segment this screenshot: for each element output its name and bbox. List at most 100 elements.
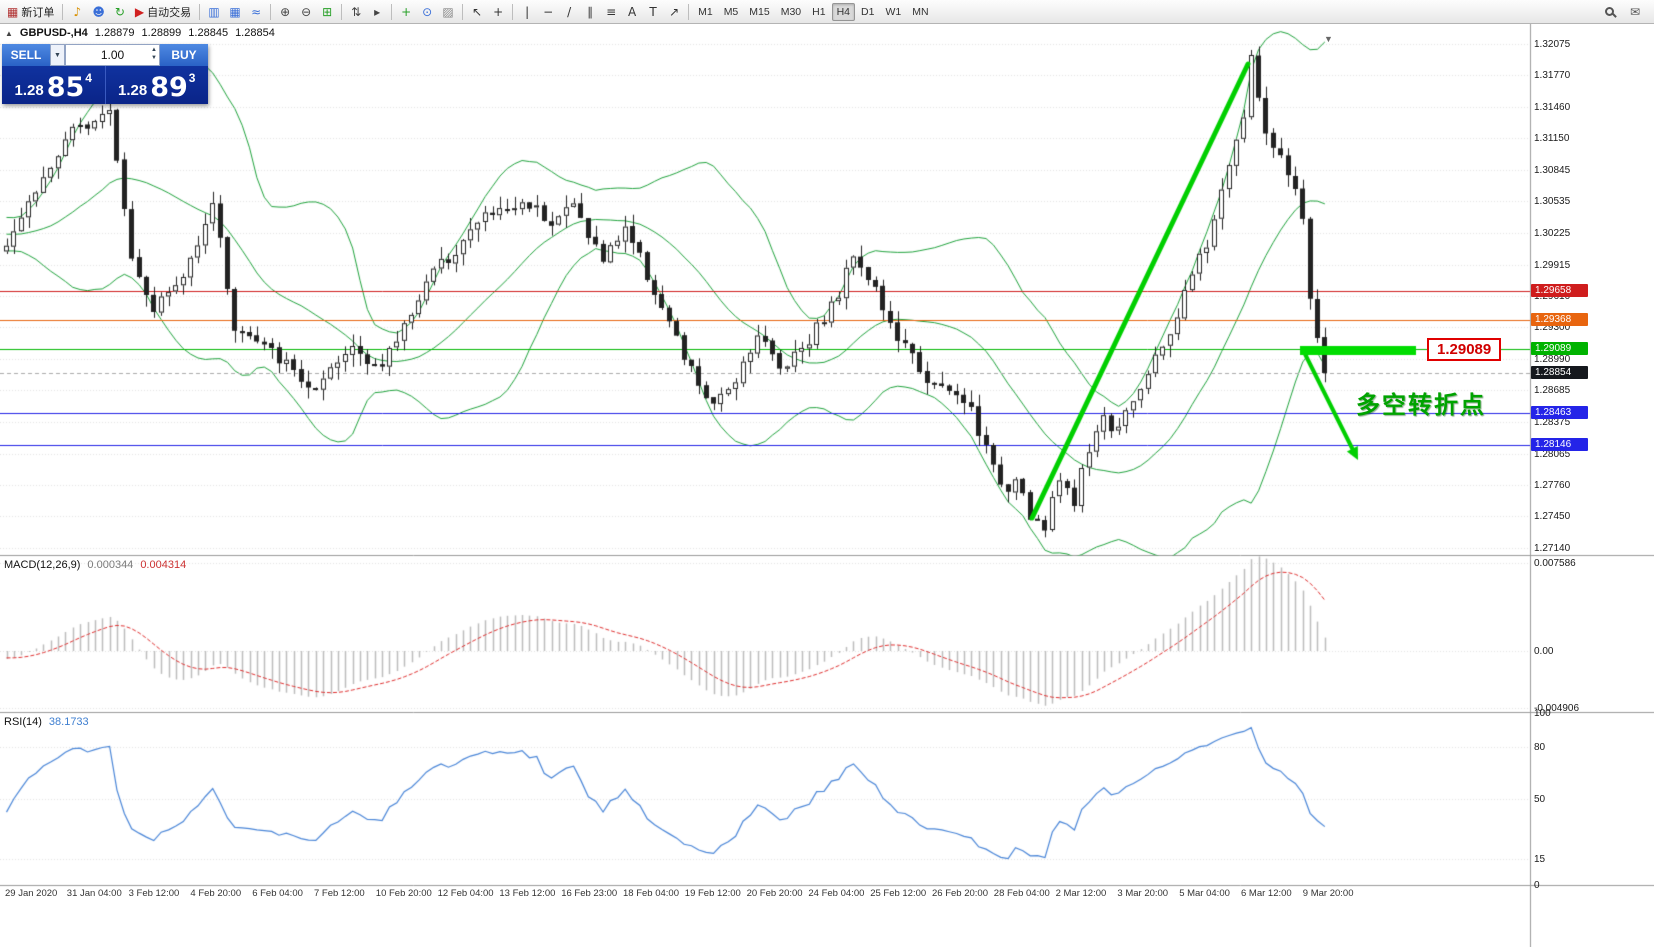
buy-button[interactable]: BUY: [160, 44, 208, 66]
annotation-note-text: 多空转折点: [1356, 392, 1486, 419]
price-level-badge: 1.28146: [1531, 438, 1588, 452]
candle-chart-icon[interactable]: ▦: [225, 2, 245, 22]
volume-up-stepper[interactable]: ▲: [151, 47, 157, 53]
zoom-out-icon[interactable]: ⊖: [296, 2, 316, 22]
price-axis-label: 1.29915: [1534, 259, 1571, 271]
chart-symbol-label: GBPUSD-,H4: [19, 27, 88, 39]
auto-scroll-icon: ▸: [374, 4, 381, 19]
price-axis-label: 1.31460: [1534, 101, 1571, 113]
sell-price-pips: 85: [46, 72, 85, 104]
rsi-axis-label: 15: [1534, 854, 1546, 866]
macd-axis-label: 0.00: [1534, 646, 1554, 657]
crosshair-icon[interactable]: +: [488, 2, 508, 22]
templates-icon[interactable]: ▨: [438, 2, 458, 22]
community-icon[interactable]: ↻: [110, 2, 130, 22]
time-axis-label: 20 Feb 20:00: [746, 888, 803, 899]
order-type-dropdown[interactable]: ▼: [50, 44, 65, 66]
rsi-axis-label: 50: [1534, 794, 1546, 805]
toolbar-separator: [270, 3, 272, 20]
sell-price-point: 4: [85, 71, 92, 85]
time-axis-label: 16 Feb 23:00: [561, 888, 618, 899]
search-icon[interactable]: [1599, 2, 1619, 22]
vertical-line-icon[interactable]: |: [517, 2, 537, 22]
collapse-trade-panel-icon[interactable]: ▲: [5, 28, 13, 38]
sell-price-figure: 1.28: [14, 82, 44, 99]
timeframe-m1-button[interactable]: M1: [698, 5, 713, 18]
shapes-icon[interactable]: ↗: [664, 2, 684, 22]
channel-icon[interactable]: ∥: [580, 2, 600, 22]
auto-trading-button[interactable]: ▶ 自动交易: [131, 2, 195, 22]
bar-chart-icon[interactable]: ▥: [204, 2, 224, 22]
toolbar-right-group: ✉: [1599, 2, 1651, 22]
macd-axis-label: -0.004906: [1534, 702, 1580, 714]
timeframe-m15-button[interactable]: M15: [749, 5, 770, 18]
trendline-icon[interactable]: /: [559, 2, 579, 22]
time-axis-label: 2 Mar 12:00: [1055, 888, 1107, 899]
price-axis-label: 1.29300: [1534, 322, 1571, 334]
megaphone-icon[interactable]: ♪: [67, 2, 87, 22]
community-icon: ↻: [114, 4, 125, 19]
sell-button[interactable]: SELL: [2, 44, 50, 66]
label-icon[interactable]: T: [643, 2, 663, 22]
price-axis-label: 1.30225: [1534, 227, 1571, 239]
time-axis-label: 29 Jan 2020: [5, 888, 58, 899]
price-level-badge: 1.29368: [1531, 313, 1588, 327]
toolbar-separator: [688, 3, 690, 20]
contacts-icon[interactable]: ☻: [88, 2, 109, 22]
chart-workspace: ▲ GBPUSD-,H4 1.28879 1.28899 1.28845 1.2…: [0, 24, 1654, 947]
buy-price[interactable]: 1.28 89 3: [106, 66, 209, 104]
timeframe-m5-button[interactable]: M5: [723, 5, 739, 18]
candle-chart-icon: ▦: [229, 4, 241, 19]
time-axis-label: 25 Feb 12:00: [870, 888, 927, 899]
timeframe-h4-button[interactable]: H4: [831, 2, 856, 21]
main-toolbar: ▦ 新订单 ♪ ☻ ↻ ▶ 自动交易 ▥ ▦ ≈ ⊕ ⊖ ⊞ ⇅ ▸ + ⊙ ▨ ↖ + | − / ∥ ≡ A T ↗ M1 M5 M15…: [0, 0, 1654, 24]
time-axis-label: 24 Feb 04:00: [808, 888, 865, 899]
sell-price[interactable]: 1.28 85 4: [2, 66, 106, 104]
timeframe-w1-button[interactable]: W1: [885, 5, 902, 18]
rsi-axis-label: 80: [1534, 742, 1546, 754]
price-axis-label: 1.31770: [1534, 70, 1571, 82]
price-axis-label: 1.28375: [1534, 416, 1571, 428]
line-chart-icon[interactable]: ≈: [246, 2, 266, 22]
arrange-windows-icon: ⇅: [351, 4, 362, 19]
cursor-icon[interactable]: ↖: [467, 2, 487, 22]
level-callout-label: 1.29089: [1427, 338, 1502, 361]
auto-trading-button-label: 自动交易: [147, 6, 192, 19]
zoom-out-icon: ⊖: [301, 4, 312, 19]
fibonacci-icon[interactable]: ≡: [601, 2, 621, 22]
timeframe-m30-button[interactable]: M30: [780, 5, 802, 18]
macd-signal-value: 0.004314: [140, 559, 187, 571]
crosshair-icon: +: [493, 4, 504, 19]
add-indicator-icon[interactable]: +: [396, 2, 416, 22]
periods-icon[interactable]: ⊙: [417, 2, 437, 22]
tile-windows-icon[interactable]: ⊞: [317, 2, 337, 22]
quote-open: 1.28879: [94, 27, 135, 39]
megaphone-icon: ♪: [73, 4, 82, 19]
label-icon: T: [649, 4, 657, 19]
zoom-in-icon[interactable]: ⊕: [275, 2, 295, 22]
timeframe-d1-button[interactable]: D1: [861, 5, 875, 18]
time-axis-label: 10 Feb 20:00: [375, 888, 432, 899]
one-click-trading-widget: SELL ▼ 1.00 ▲ ▼ BUY 1.28 85 4 1.28 89 3: [2, 44, 208, 104]
toolbar-separator: [341, 3, 343, 20]
vertical-line-icon: |: [525, 4, 530, 19]
auto-scroll-icon[interactable]: ▸: [367, 2, 387, 22]
message-icon[interactable]: ✉: [1625, 2, 1645, 22]
shapes-icon: ↗: [669, 4, 680, 19]
time-axis-label: 13 Feb 12:00: [499, 888, 556, 899]
text-icon[interactable]: A: [622, 2, 642, 22]
volume-value: 1.00: [100, 48, 125, 62]
tile-windows-icon: ⊞: [322, 4, 333, 19]
new-order-button[interactable]: ▦ 新订单: [3, 2, 58, 22]
timeframe-h1-button[interactable]: H1: [812, 5, 826, 18]
horizontal-line-icon[interactable]: −: [538, 2, 558, 22]
horizontal-line-icon: −: [543, 4, 554, 19]
chart-shift-marker[interactable]: ▼: [1324, 34, 1333, 44]
chart-canvas[interactable]: [0, 24, 1654, 947]
periods-icon: ⊙: [422, 4, 433, 19]
rsi-axis-label: 0: [1534, 880, 1540, 891]
volume-down-stepper[interactable]: ▼: [151, 54, 157, 61]
arrange-windows-icon[interactable]: ⇅: [346, 2, 366, 22]
volume-input[interactable]: 1.00 ▲ ▼: [65, 44, 160, 66]
timeframe-mn-button[interactable]: MN: [912, 5, 929, 18]
